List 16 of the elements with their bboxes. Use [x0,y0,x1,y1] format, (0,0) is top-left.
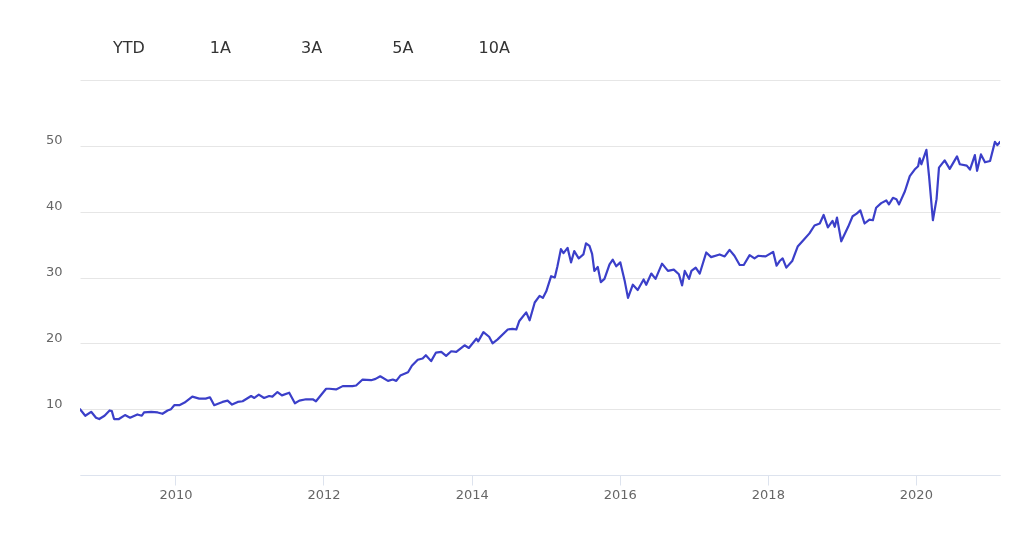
y-tick-label: 10 [45,395,63,411]
y-tick-label: 50 [45,132,63,148]
x-tick-label: 2020 [899,486,933,502]
text: 5A [392,38,414,57]
x-tick-label: 2016 [603,486,637,502]
x-tick-label: 2010 [159,486,193,502]
x-tick-label: 2012 [307,486,341,502]
x-tick-label: 2018 [751,486,785,502]
text: 10A [478,38,510,57]
text: 3A [301,38,323,57]
y-tick-label: 20 [45,329,63,345]
text: 1A [209,38,231,57]
text: YTD [112,38,145,57]
x-tick-label: 2014 [455,486,489,502]
y-tick-label: 40 [45,198,63,214]
y-tick-label: 30 [45,264,63,279]
